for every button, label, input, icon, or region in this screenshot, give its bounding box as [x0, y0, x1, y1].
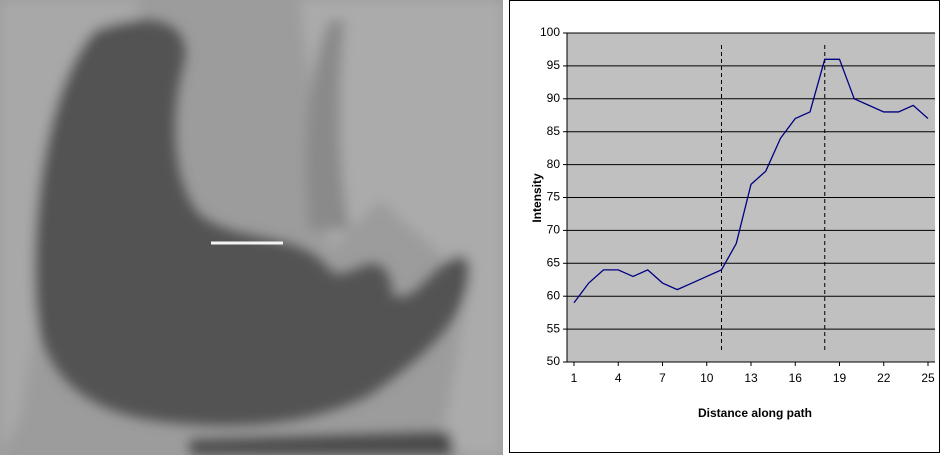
x-tick-label: 19	[833, 371, 847, 385]
y-tick-label: 95	[547, 58, 561, 72]
y-tick-label: 55	[547, 321, 561, 335]
x-tick-label: 4	[615, 371, 622, 385]
x-tick-label: 10	[700, 371, 714, 385]
data-line	[573, 58, 929, 304]
x-tick-label: 25	[921, 371, 935, 385]
y-tick-label: 50	[547, 354, 561, 368]
y-tick-label: 85	[547, 124, 561, 138]
y-tick-label: 60	[547, 288, 561, 302]
y-tick-label: 75	[547, 190, 561, 204]
y-tick-label: 80	[547, 157, 561, 171]
x-tick-label: 1	[571, 371, 578, 385]
y-tick-label: 90	[547, 91, 561, 105]
x-tick-label: 22	[877, 371, 891, 385]
x-tick-label: 16	[789, 371, 803, 385]
x-tick-label: 7	[659, 371, 666, 385]
y-tick-label: 100	[540, 25, 560, 39]
y-tick-label: 70	[547, 223, 561, 237]
y-tick-label: 65	[547, 255, 561, 269]
y-axis-label: Intensity	[530, 173, 544, 223]
x-axis-label: Distance along path	[698, 406, 812, 420]
xray-image	[0, 0, 503, 455]
x-tick-label: 13	[744, 371, 758, 385]
